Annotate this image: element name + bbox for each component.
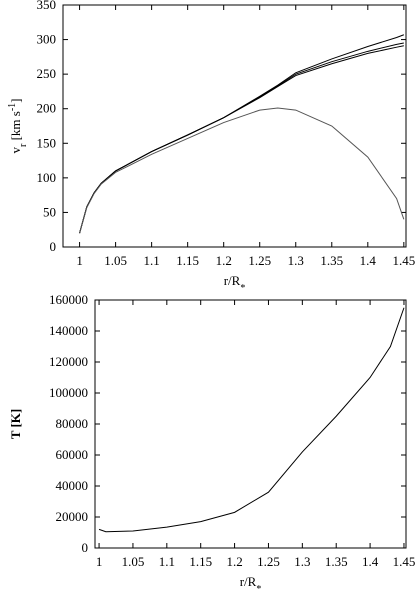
y-tick-label: 80000	[56, 416, 89, 431]
y-axis-label-part: ]	[8, 98, 23, 102]
y-axis-label-part: v	[8, 147, 23, 154]
y-axis-label: vr [km s-1]	[7, 98, 29, 153]
x-tick-label: 1.2	[226, 554, 242, 569]
x-tick-label: 1.35	[320, 253, 343, 268]
x-axis-label: r/R*	[224, 273, 246, 294]
y-tick-label: 50	[43, 204, 56, 219]
y-tick-label: 350	[37, 0, 57, 12]
x-tick-label: 1.05	[104, 253, 127, 268]
x-axis-label-part: *	[240, 283, 245, 294]
y-axis-label: T [K]	[8, 409, 23, 439]
x-tick-label: 1.15	[176, 253, 199, 268]
y-axis-label-part: T [K]	[8, 409, 23, 439]
y-tick-label: 160000	[49, 292, 88, 307]
y-tick-label: 120000	[49, 354, 88, 369]
x-tick-label: 1.25	[257, 554, 280, 569]
x-axis-label-part: r/R	[224, 273, 241, 288]
y-tick-label: 140000	[49, 323, 88, 338]
y-tick-label: 0	[82, 540, 89, 555]
y-tick-label: 250	[37, 66, 57, 81]
x-tick-label: 1.35	[325, 554, 348, 569]
x-tick-label: 1.2	[216, 253, 232, 268]
x-tick-label: 1.3	[288, 253, 304, 268]
y-tick-label: 60000	[56, 447, 89, 462]
x-axis-label-part: *	[256, 584, 261, 595]
x-tick-label: 1.3	[294, 554, 310, 569]
y-tick-label: 200	[37, 101, 57, 116]
series-line	[79, 45, 404, 234]
x-axis-label: r/R*	[240, 574, 262, 595]
x-tick-label: 1	[96, 554, 103, 569]
y-tick-label: 100000	[49, 385, 88, 400]
y-tick-label: 150	[37, 135, 57, 150]
plot-frame	[94, 299, 407, 549]
x-axis-label-part: r/R	[240, 574, 257, 589]
y-tick-label: 100	[37, 170, 57, 185]
x-tick-label: 1.1	[159, 554, 175, 569]
y-tick-label: 20000	[56, 509, 89, 524]
x-tick-label: 1	[76, 253, 83, 268]
x-tick-label: 1.05	[122, 554, 145, 569]
y-axis-label-part: -1	[7, 103, 18, 111]
plot-frame	[62, 4, 407, 248]
series-line	[98, 307, 405, 533]
x-tick-label: 1.1	[144, 253, 160, 268]
x-tick-label: 1.15	[189, 554, 212, 569]
y-tick-label: 300	[37, 32, 57, 47]
y-tick-label: 0	[50, 239, 57, 254]
y-tick-label: 40000	[56, 478, 89, 493]
x-tick-label: 1.25	[248, 253, 271, 268]
x-tick-label: 1.4	[360, 253, 377, 268]
series-line	[79, 42, 404, 234]
x-tick-label: 1.45	[392, 253, 415, 268]
y-axis-label-part: [km s	[8, 111, 23, 144]
x-tick-label: 1.4	[362, 554, 379, 569]
series-line	[79, 107, 405, 234]
y-axis-label-part: r	[18, 143, 29, 147]
series-line	[79, 34, 405, 234]
x-tick-label: 1.45	[393, 554, 416, 569]
